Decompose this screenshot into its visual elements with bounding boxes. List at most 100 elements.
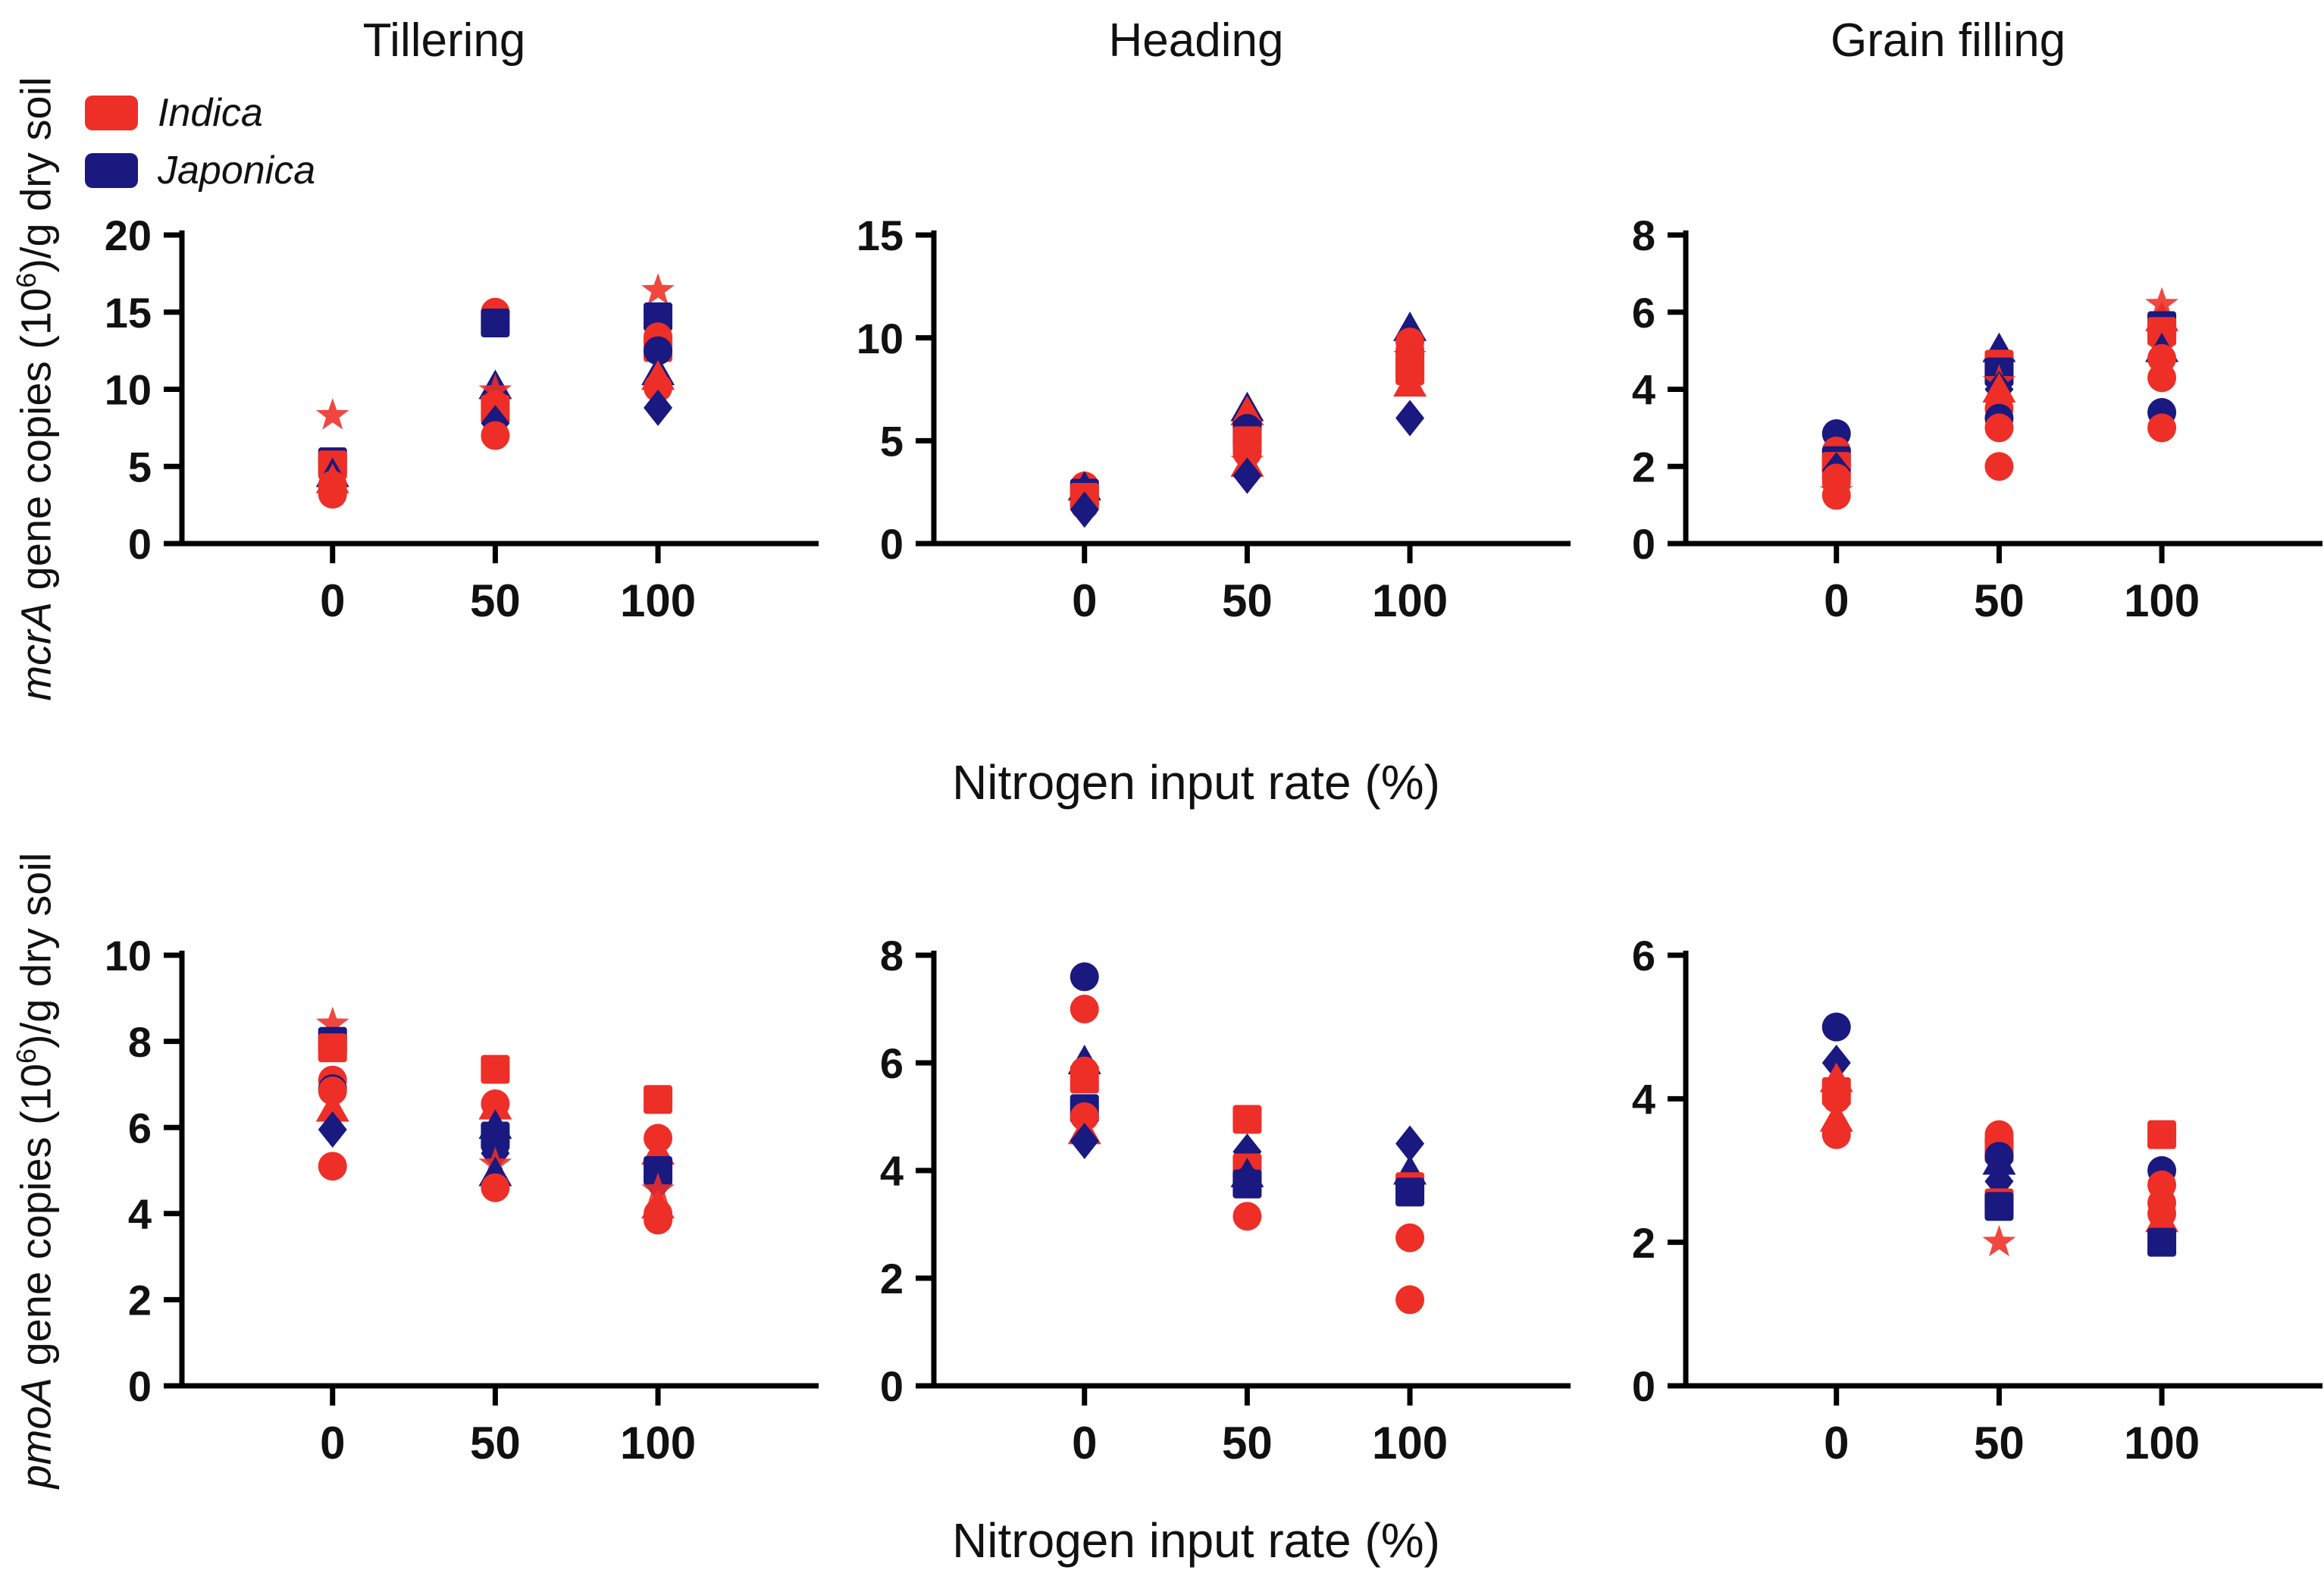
scatter-panel-pmoA-grain-filling: 0 2 4 6 0 50 100 [1572, 879, 2324, 1486]
triangle-data-point-marker [1393, 367, 1427, 397]
star-data-point-marker [1982, 1224, 2016, 1257]
y-tick-label: 20 [105, 212, 152, 259]
y-tick-label: 2 [1632, 1219, 1655, 1267]
circle-data-point-marker [644, 373, 673, 403]
x-tick-label: 0 [1824, 1418, 1849, 1468]
scatter-plot-svg: 0 2 4 6 8 0 50 100 [880, 932, 1571, 1468]
diamond-data-point-marker [1232, 1133, 1262, 1171]
y-tick-label: 0 [880, 1362, 904, 1410]
circle-data-point-marker [1821, 1084, 1851, 1114]
y-axis-label-text: )/g dry soil [11, 77, 60, 273]
legend-item-japonica: Japonica [85, 147, 315, 194]
square-data-point-marker [1232, 1169, 1262, 1199]
y-tick-label: 15 [105, 289, 152, 337]
y-tick-label: 10 [105, 932, 152, 979]
scatter-plot-svg: 0 2 4 6 8 0 50 100 [1632, 212, 2322, 626]
y-tick-label: 0 [880, 520, 904, 568]
square-data-point-marker [2147, 1227, 2177, 1257]
diamond-data-point-marker [1070, 1122, 1099, 1159]
y-axis-label-text: gene copies (10 [11, 1063, 60, 1378]
x-axis-label-row2: Nitrogen input rate (%) [952, 1513, 1440, 1568]
legend: Indica Japonica [85, 89, 315, 205]
x-tick-label: 0 [320, 1418, 345, 1468]
x-tick-label: 50 [470, 1418, 521, 1468]
circle-data-point-marker [481, 421, 510, 450]
y-tick-label: 0 [1632, 520, 1655, 568]
scatter-plot-svg: 0 2 4 6 0 50 100 [1632, 932, 2322, 1468]
diamond-data-point-marker [1070, 491, 1099, 528]
circle-data-point-marker [1395, 1285, 1425, 1315]
circle-data-point-marker [318, 1152, 347, 1181]
star-data-point-marker [641, 1172, 675, 1205]
diamond-data-point-marker [1395, 1125, 1425, 1162]
y-axis-label-text: )/g dry soil [11, 852, 60, 1048]
scatter-panel-mcrA-tillering: 0 5 10 15 20 0 50 100 [68, 114, 820, 637]
diamond-data-point-marker [318, 1111, 347, 1149]
x-tick-label: 50 [470, 575, 521, 626]
chart-row-pmoA: 0 2 4 6 8 10 0 50 100 0 2 4 6 8 0 50 100 0 2 4 6 0 50 100 [68, 879, 2324, 1486]
x-tick-label: 100 [620, 1418, 696, 1468]
circle-data-point-marker [1984, 413, 2014, 443]
scatter-panel-mcrA-grain-filling: 0 2 4 6 8 0 50 100 [1572, 114, 2324, 637]
y-tick-label: 0 [1632, 1362, 1655, 1410]
circle-data-point-marker [644, 1205, 673, 1235]
x-tick-label: 0 [320, 575, 345, 626]
square-data-point-marker [318, 1033, 347, 1063]
y-axis-label-mcrA: mcrA gene copies (106)/g dry soil [0, 48, 60, 730]
superscript-6: 6 [11, 1048, 42, 1064]
star-data-point-marker [315, 1006, 349, 1039]
y-axis-label-text: gene copies (10 [11, 287, 60, 602]
circle-data-point-marker [2147, 413, 2177, 443]
y-axis-label-pmoA: pmoA gene copies (106)/g dry soil [0, 829, 60, 1512]
column-title-heading: Heading [1108, 14, 1284, 67]
x-tick-label: 50 [1222, 575, 1273, 626]
star-data-point-marker [478, 373, 512, 406]
legend-item-indica: Indica [85, 89, 315, 136]
y-tick-label: 10 [105, 366, 152, 414]
y-tick-label: 6 [880, 1039, 904, 1087]
star-data-point-marker [641, 273, 675, 305]
scatter-panel-pmoA-tillering: 0 2 4 6 8 10 0 50 100 [68, 879, 820, 1486]
triangle-data-point-marker [1982, 1145, 2016, 1175]
x-tick-label: 0 [1072, 575, 1097, 626]
square-data-point-marker [1395, 1177, 1425, 1207]
y-tick-label: 8 [1632, 212, 1655, 259]
diamond-data-point-marker [644, 389, 673, 426]
circle-data-point-marker [644, 336, 673, 365]
scatter-panel-pmoA-heading: 0 2 4 6 8 0 50 100 [820, 879, 1572, 1486]
triangle-data-point-marker [315, 1092, 349, 1122]
circle-data-point-marker [318, 1076, 347, 1105]
column-title-tillering: Tillering [362, 14, 526, 67]
circle-data-point-marker [1821, 481, 1851, 510]
diamond-data-point-marker [1232, 457, 1262, 494]
x-tick-label: 50 [1222, 1418, 1273, 1468]
x-tick-label: 50 [1974, 1418, 2025, 1468]
y-tick-label: 8 [128, 1018, 152, 1066]
gene-name-mcrA: mcrA [11, 601, 60, 701]
x-tick-label: 100 [2124, 1418, 2200, 1468]
y-tick-label: 5 [880, 417, 904, 465]
x-tick-label: 0 [1072, 1418, 1097, 1468]
square-data-point-marker [1232, 1105, 1262, 1134]
square-data-point-marker [1070, 1064, 1099, 1094]
x-tick-label: 50 [1974, 575, 2025, 626]
x-tick-label: 100 [1372, 1418, 1448, 1468]
chart-row-mcrA: 0 5 10 15 20 0 50 100 0 5 10 15 0 50 100 0 2 4 6 8 0 50 100 [68, 114, 2324, 637]
y-tick-label: 4 [128, 1190, 152, 1238]
scatter-panel-mcrA-heading: 0 5 10 15 0 50 100 [820, 114, 1572, 637]
y-tick-label: 15 [857, 212, 904, 259]
x-tick-label: 0 [1824, 575, 1849, 626]
square-data-point-marker [644, 1085, 673, 1114]
legend-label-indica: Indica [158, 91, 263, 135]
circle-data-point-marker [1395, 1223, 1425, 1252]
circle-data-point-marker [2147, 363, 2177, 393]
x-tick-label: 100 [2124, 575, 2200, 626]
y-tick-label: 4 [880, 1147, 904, 1195]
scatter-plot-svg: 0 5 10 15 20 0 50 100 [105, 212, 819, 626]
legend-label-japonica: Japonica [158, 149, 316, 193]
y-tick-label: 10 [857, 315, 904, 362]
y-tick-label: 0 [128, 520, 152, 568]
column-title-grain-filling: Grain filling [1830, 14, 2066, 67]
